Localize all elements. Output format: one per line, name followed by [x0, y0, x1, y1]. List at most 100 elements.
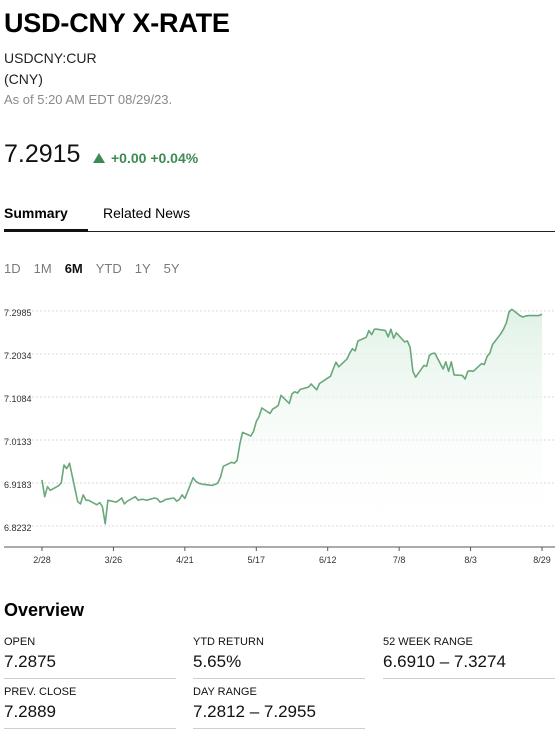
y-tick-label: 7.2034 — [4, 351, 32, 361]
price-point — [465, 378, 466, 379]
price-point — [500, 333, 501, 334]
price-point — [154, 497, 155, 498]
stat-ytd-return-label: YTD RETURN — [193, 636, 264, 648]
price-point — [223, 466, 224, 467]
price-point — [99, 502, 100, 503]
range-1d-button[interactable]: 1D — [4, 261, 21, 276]
x-tick-label: 8/3 — [464, 555, 477, 565]
price-point — [492, 344, 493, 345]
price-point — [454, 374, 455, 375]
price-point — [333, 368, 334, 369]
price-point — [327, 378, 328, 379]
price-point — [525, 316, 526, 317]
price-point — [443, 368, 444, 369]
price-point — [467, 371, 468, 372]
tab-summary-label: Summary — [4, 205, 68, 221]
x-tick-label: 8/29 — [533, 555, 551, 565]
range-5y-button[interactable]: 5Y — [163, 261, 180, 276]
price-point — [61, 483, 62, 484]
stat-ytd-return-value: 5.65% — [193, 652, 242, 671]
range-1y-button[interactable]: 1Y — [134, 261, 151, 276]
price-point — [107, 500, 108, 501]
price-point — [157, 498, 158, 499]
stat-open-value: 7.2875 — [4, 652, 56, 671]
price-point — [121, 497, 122, 498]
stat-prev-close-value: 7.2889 — [4, 702, 56, 721]
active-tab-indicator — [4, 229, 88, 232]
range-6m-button[interactable]: 6M — [64, 261, 83, 276]
y-tick-label: 7.2985 — [4, 308, 32, 318]
stat-52-week-range-value: 6.6910 – 7.3274 — [383, 652, 506, 671]
price-point — [195, 481, 196, 482]
price-point — [508, 311, 509, 312]
price-point — [80, 503, 81, 504]
tab-related-news[interactable]: Related News — [103, 205, 190, 230]
ticker-symbol: USDCNY:CUR — [4, 50, 97, 66]
price-point — [146, 500, 147, 501]
price-point — [179, 499, 180, 500]
price-point — [404, 341, 405, 342]
price-point — [275, 407, 276, 408]
price-point — [319, 383, 320, 384]
currency-label: (CNY) — [4, 71, 43, 87]
price-point — [432, 353, 433, 354]
price-area-fill — [42, 309, 542, 547]
price-chart[interactable]: 7.2985 7.2034 7.1084 7.0133 6.9183 6.8232 2/28… — [0, 300, 559, 570]
price-point — [522, 316, 523, 317]
time-range-selector: 1D 1M 6M YTD 1Y 5Y — [4, 261, 193, 276]
up-triangle-icon — [93, 153, 105, 163]
price-point — [66, 468, 67, 469]
stat-prev-close-label: PREV. CLOSE — [4, 686, 77, 698]
y-tick-label: 6.8232 — [4, 523, 32, 533]
price-point — [44, 496, 45, 497]
price-point — [242, 432, 243, 433]
price-point — [335, 362, 336, 363]
stat-prev-close: PREV. CLOSE 7.2889 — [4, 686, 176, 729]
price-point — [541, 313, 542, 314]
price-point — [85, 500, 86, 501]
price-point — [407, 340, 408, 341]
price-line — [41, 308, 543, 525]
price-point — [237, 460, 238, 461]
price-point — [470, 370, 471, 371]
stat-52-week-range-label: 52 WEEK RANGE — [383, 636, 473, 648]
price-point — [429, 355, 430, 356]
price-point — [215, 484, 216, 485]
price-point — [519, 315, 520, 316]
price-point — [530, 315, 531, 316]
tab-bar: Summary Related News — [4, 205, 555, 232]
price-point — [83, 494, 84, 495]
stat-open: OPEN 7.2875 — [4, 636, 176, 679]
price-point — [338, 366, 339, 367]
price-point — [294, 391, 295, 392]
stat-52-week-range: 52 WEEK RANGE 6.6910 – 7.3274 — [383, 636, 555, 679]
price-point — [201, 483, 202, 484]
price-point — [539, 315, 540, 316]
price-point — [212, 485, 213, 486]
price-point — [88, 500, 89, 501]
stat-day-range-value: 7.2812 – 7.2955 — [193, 702, 316, 721]
as-of-timestamp: As of 5:20 AM EDT 08/29/23. — [4, 92, 173, 107]
price-point — [311, 383, 312, 384]
price-point — [434, 353, 435, 354]
price-point — [47, 486, 48, 487]
price-point — [503, 329, 504, 330]
price-point — [316, 389, 317, 390]
stat-day-range: DAY RANGE 7.2812 – 7.2955 — [193, 686, 365, 729]
range-1m-button[interactable]: 1M — [33, 261, 52, 276]
price-point — [280, 395, 281, 396]
price-point — [135, 496, 136, 497]
price-point — [278, 405, 279, 406]
tab-summary[interactable]: Summary — [4, 205, 88, 232]
price-point — [220, 476, 221, 477]
price-point — [173, 497, 174, 498]
price-point — [261, 407, 262, 408]
price-point — [50, 490, 51, 491]
price-point — [445, 361, 446, 362]
price-point — [489, 353, 490, 354]
price-point — [239, 444, 240, 445]
range-ytd-button[interactable]: YTD — [95, 261, 122, 276]
price-point — [193, 477, 194, 478]
x-tick-label: 6/12 — [319, 555, 337, 565]
price-point — [63, 464, 64, 465]
